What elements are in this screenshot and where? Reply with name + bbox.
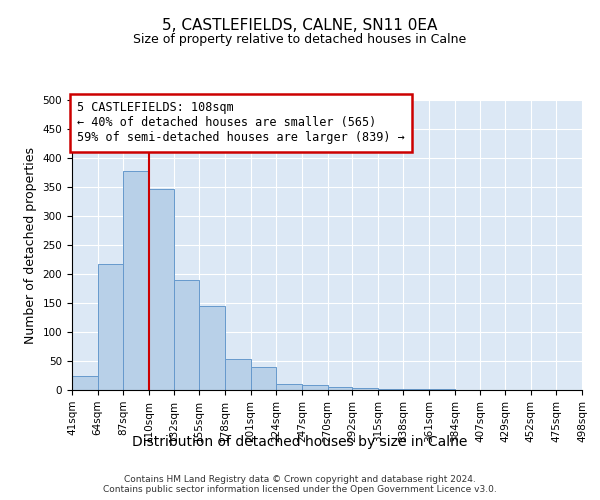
Bar — [72, 376, 98, 390]
Bar — [352, 388, 378, 390]
Bar — [225, 360, 251, 390]
Bar — [199, 306, 225, 390]
Y-axis label: Number of detached properties: Number of detached properties — [24, 146, 37, 344]
Text: Contains HM Land Registry data © Crown copyright and database right 2024.: Contains HM Land Registry data © Crown c… — [124, 475, 476, 484]
Text: Contains public sector information licensed under the Open Government Licence v3: Contains public sector information licen… — [103, 485, 497, 494]
Bar — [173, 280, 199, 390]
Bar — [302, 386, 328, 390]
Bar — [149, 188, 173, 390]
Text: Size of property relative to detached houses in Calne: Size of property relative to detached ho… — [133, 32, 467, 46]
Bar — [98, 264, 124, 390]
Text: Distribution of detached houses by size in Calne: Distribution of detached houses by size … — [133, 435, 467, 449]
Bar — [276, 384, 302, 390]
Bar — [251, 367, 276, 390]
Bar — [328, 387, 352, 390]
Text: 5 CASTLEFIELDS: 108sqm
← 40% of detached houses are smaller (565)
59% of semi-de: 5 CASTLEFIELDS: 108sqm ← 40% of detached… — [77, 102, 405, 144]
Bar — [124, 171, 149, 390]
Text: 5, CASTLEFIELDS, CALNE, SN11 0EA: 5, CASTLEFIELDS, CALNE, SN11 0EA — [163, 18, 437, 32]
